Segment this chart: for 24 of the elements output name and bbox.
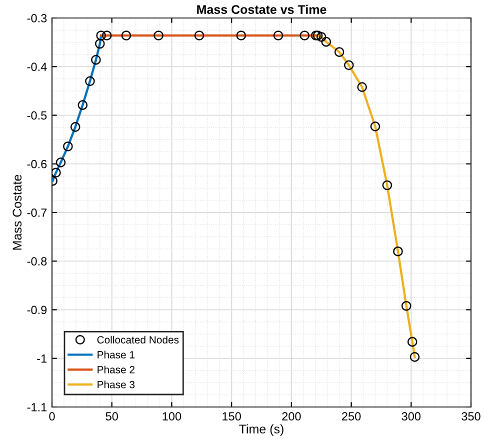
y-tick-label: -0.5 bbox=[27, 111, 47, 120]
x-tick-label: 200 bbox=[282, 412, 301, 421]
x-tick-label: 100 bbox=[162, 412, 182, 421]
y-axis-title: Mass Costate bbox=[12, 174, 22, 250]
x-axis-title: Time (s) bbox=[239, 424, 284, 436]
y-tick-label: -1 bbox=[37, 354, 47, 363]
legend-label: Collocated Nodes bbox=[97, 336, 179, 344]
x-tick-label: 300 bbox=[402, 412, 421, 421]
y-tick-label: -0.4 bbox=[27, 62, 47, 72]
legend-label: Phase 2 bbox=[98, 366, 134, 374]
x-tick-label: 150 bbox=[222, 412, 241, 421]
y-tick-label: -0.7 bbox=[27, 208, 47, 217]
y-tick-label: -0.9 bbox=[27, 306, 47, 314]
y-tick-label: -0.6 bbox=[27, 160, 47, 168]
legend-label: Phase 3 bbox=[98, 380, 135, 388]
x-tick-label: 50 bbox=[106, 412, 118, 421]
chart-title: Mass Costate vs Time bbox=[197, 4, 326, 14]
y-tick-label: -0.3 bbox=[27, 14, 47, 22]
x-tick-label: 0 bbox=[49, 412, 55, 421]
legend-label: Phase 1 bbox=[98, 350, 135, 358]
y-tick-label: -1.1 bbox=[27, 403, 47, 412]
x-tick-label: 350 bbox=[462, 412, 480, 421]
y-tick-label: -0.8 bbox=[27, 257, 47, 266]
x-tick-label: 250 bbox=[342, 412, 361, 421]
